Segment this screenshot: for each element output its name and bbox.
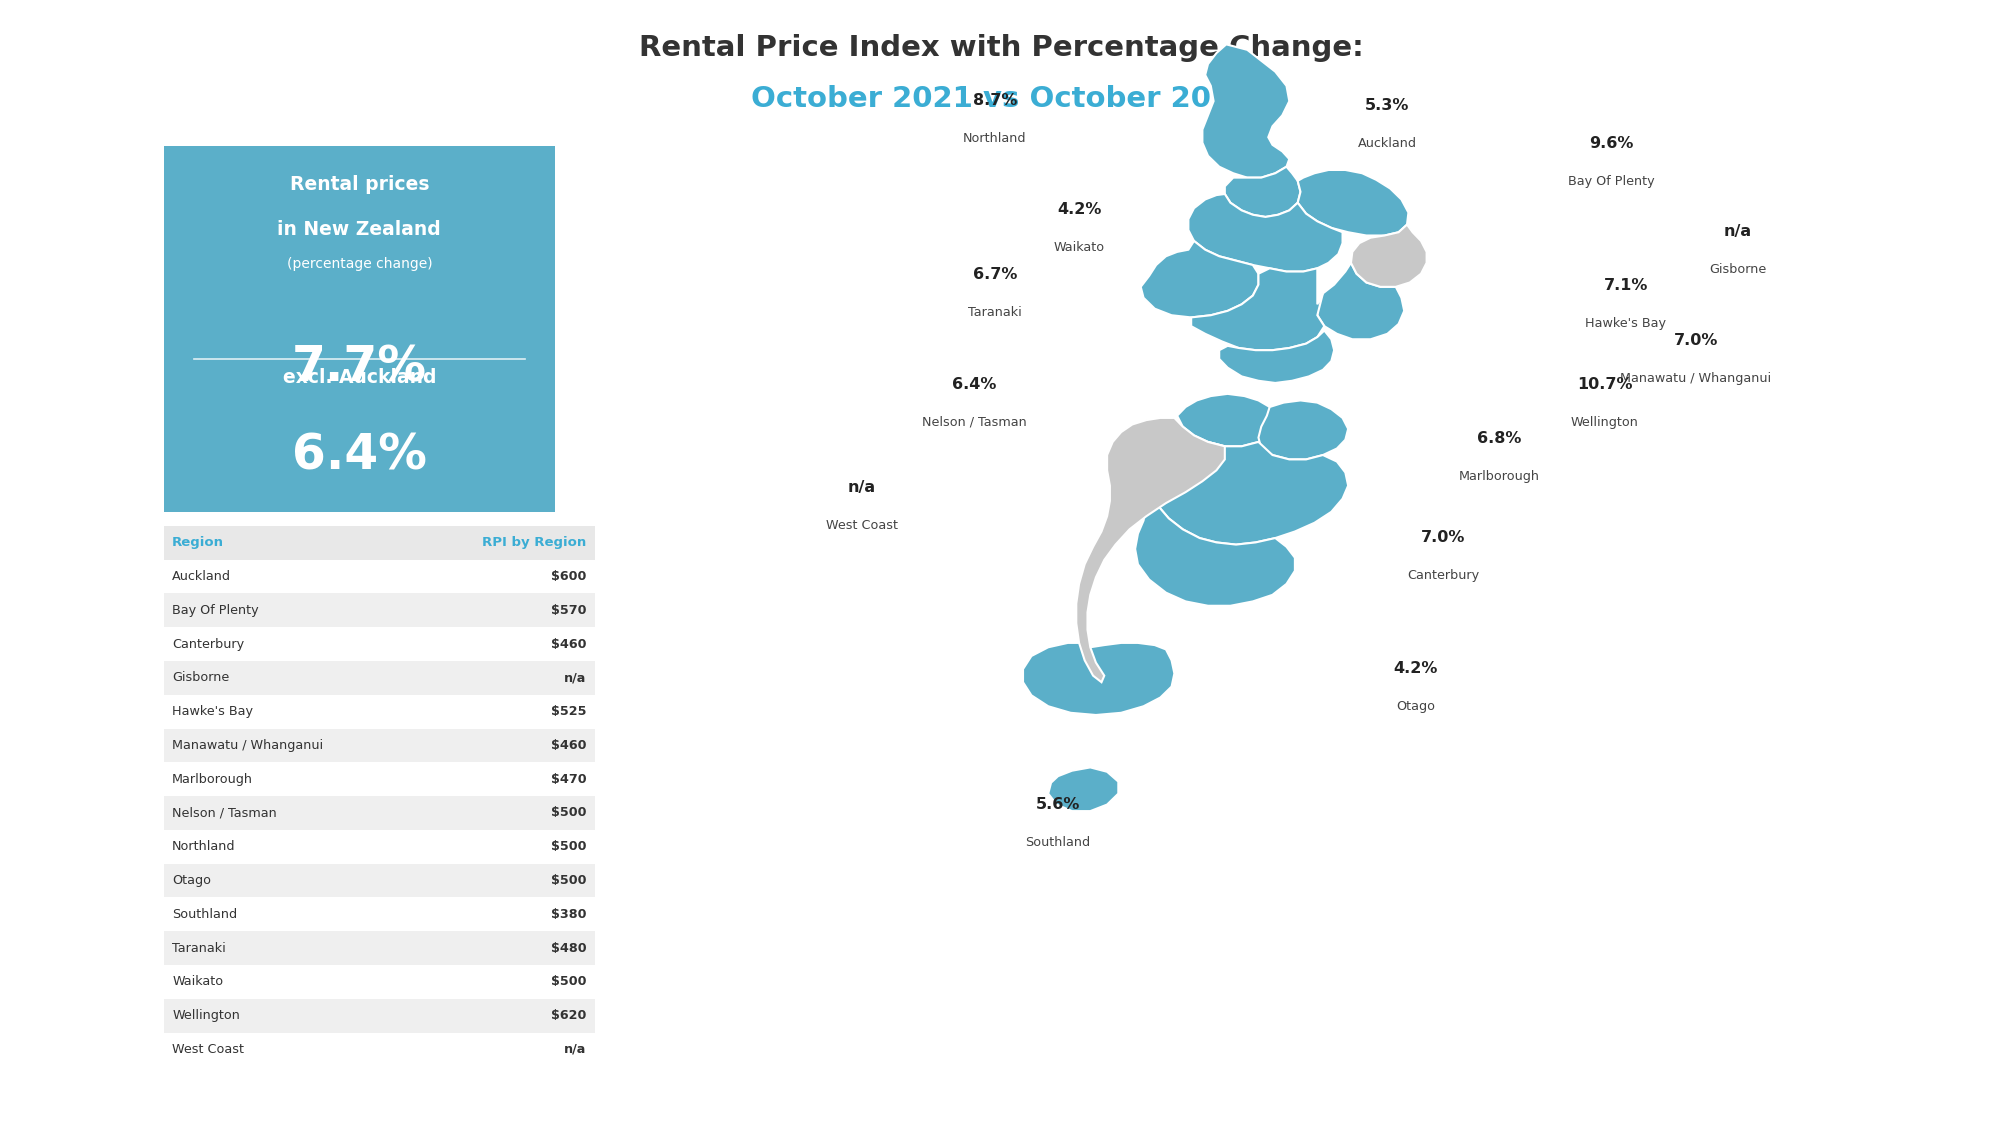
Text: Otago: Otago (1395, 699, 1435, 713)
Text: 6.7%: 6.7% (973, 268, 1017, 283)
Text: n/a: n/a (847, 481, 877, 495)
Polygon shape (1317, 262, 1403, 339)
Polygon shape (1077, 418, 1225, 682)
Text: n/a: n/a (565, 1043, 587, 1056)
Text: 6.8%: 6.8% (1477, 431, 1522, 446)
Text: 5.6%: 5.6% (1035, 797, 1081, 812)
Text: Hawke's Bay: Hawke's Bay (1586, 318, 1666, 330)
Text: Wellington: Wellington (1572, 415, 1638, 429)
Text: 6.4%: 6.4% (951, 377, 997, 392)
Polygon shape (1135, 490, 1295, 606)
Text: $600: $600 (551, 570, 587, 583)
Polygon shape (1225, 167, 1301, 217)
Text: Waikato: Waikato (1053, 241, 1105, 254)
Text: $480: $480 (551, 941, 587, 955)
Text: Auckland: Auckland (1357, 137, 1417, 150)
Text: Bay Of Plenty: Bay Of Plenty (172, 604, 258, 617)
Text: 5.3%: 5.3% (1365, 98, 1409, 114)
Text: 9.6%: 9.6% (1590, 136, 1634, 151)
Text: Otago: Otago (172, 874, 210, 887)
Text: Gisborne: Gisborne (1710, 262, 1766, 276)
Text: $620: $620 (551, 1009, 587, 1022)
Text: $460: $460 (551, 637, 587, 651)
Text: Region: Region (172, 536, 224, 549)
Text: $500: $500 (551, 874, 587, 887)
FancyBboxPatch shape (164, 864, 595, 897)
Text: 7.0%: 7.0% (1421, 529, 1465, 545)
FancyBboxPatch shape (164, 999, 595, 1033)
Text: West Coast: West Coast (172, 1043, 244, 1056)
Text: n/a: n/a (565, 671, 587, 685)
Polygon shape (1177, 394, 1275, 446)
Polygon shape (1203, 44, 1289, 178)
Text: excl. Auckland: excl. Auckland (282, 367, 436, 386)
Polygon shape (1219, 331, 1333, 383)
Polygon shape (1189, 194, 1343, 271)
Text: Wellington: Wellington (172, 1009, 240, 1022)
Text: Canterbury: Canterbury (1407, 569, 1479, 582)
Text: Nelson / Tasman: Nelson / Tasman (921, 415, 1027, 429)
FancyBboxPatch shape (164, 796, 595, 830)
Text: Waikato: Waikato (172, 975, 224, 989)
Text: Rental Price Index with Percentage Change:: Rental Price Index with Percentage Chang… (639, 35, 1363, 62)
Text: 10.7%: 10.7% (1578, 377, 1632, 392)
Text: Marlborough: Marlborough (1459, 471, 1540, 483)
Text: Manawatu / Whanganui: Manawatu / Whanganui (1620, 372, 1772, 385)
Polygon shape (1351, 224, 1427, 287)
Text: Auckland: Auckland (172, 570, 230, 583)
Text: $525: $525 (551, 705, 587, 718)
Text: 4.2%: 4.2% (1393, 661, 1437, 676)
Text: Taranaki: Taranaki (969, 306, 1021, 320)
Text: Northland: Northland (963, 132, 1027, 145)
Text: Canterbury: Canterbury (172, 637, 244, 651)
Text: $470: $470 (551, 772, 587, 786)
FancyBboxPatch shape (164, 931, 595, 965)
Text: $380: $380 (551, 908, 587, 921)
Text: October 2021 vs October 2020: October 2021 vs October 2020 (751, 86, 1251, 113)
Text: RPI by Region: RPI by Region (482, 536, 587, 549)
Text: n/a: n/a (1724, 224, 1752, 239)
FancyBboxPatch shape (164, 146, 555, 512)
Polygon shape (1259, 401, 1347, 459)
Text: Rental prices: Rental prices (290, 175, 428, 194)
Text: Southland: Southland (1025, 837, 1091, 849)
FancyBboxPatch shape (164, 729, 595, 762)
Text: Bay Of Plenty: Bay Of Plenty (1568, 176, 1656, 188)
Text: Southland: Southland (172, 908, 238, 921)
FancyBboxPatch shape (164, 526, 595, 560)
Text: 4.2%: 4.2% (1057, 202, 1101, 217)
Text: Northland: Northland (172, 840, 236, 854)
Text: Hawke's Bay: Hawke's Bay (172, 705, 252, 718)
Text: Manawatu / Whanganui: Manawatu / Whanganui (172, 739, 322, 752)
Polygon shape (1147, 441, 1347, 545)
Text: $460: $460 (551, 739, 587, 752)
Text: 7.7%: 7.7% (292, 343, 426, 392)
Text: (percentage change): (percentage change) (286, 257, 432, 270)
Text: 6.4%: 6.4% (292, 431, 426, 480)
Polygon shape (1049, 768, 1119, 811)
Text: 7.1%: 7.1% (1604, 278, 1648, 294)
Polygon shape (1023, 643, 1175, 715)
Text: Marlborough: Marlborough (172, 772, 252, 786)
Polygon shape (1191, 268, 1325, 350)
Text: 7.0%: 7.0% (1674, 333, 1718, 348)
Text: Gisborne: Gisborne (172, 671, 230, 685)
Text: $570: $570 (551, 604, 587, 617)
Polygon shape (1297, 170, 1409, 235)
FancyBboxPatch shape (164, 661, 595, 695)
FancyBboxPatch shape (164, 593, 595, 627)
Text: $500: $500 (551, 975, 587, 989)
Text: West Coast: West Coast (827, 519, 897, 533)
Text: 8.7%: 8.7% (973, 92, 1017, 108)
Text: $500: $500 (551, 840, 587, 854)
Polygon shape (1141, 241, 1259, 318)
Text: in New Zealand: in New Zealand (278, 220, 440, 239)
Text: $500: $500 (551, 806, 587, 820)
Text: Nelson / Tasman: Nelson / Tasman (172, 806, 276, 820)
Text: Taranaki: Taranaki (172, 941, 226, 955)
